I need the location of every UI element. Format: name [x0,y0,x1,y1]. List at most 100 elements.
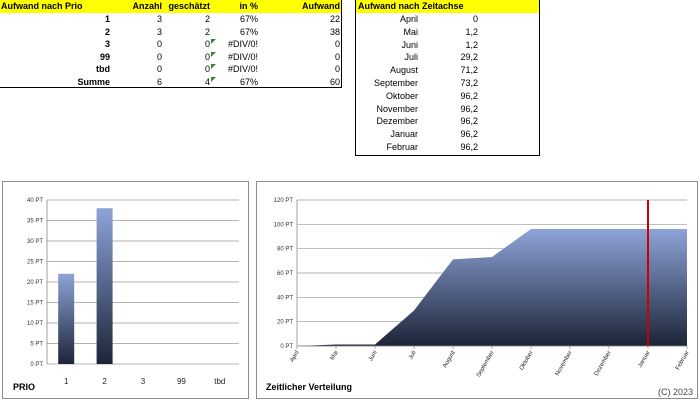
zeit-row-value: 29,2 [460,52,478,63]
prio-row-label: Summe [77,76,110,87]
zeit-row-value: 71,2 [460,65,478,76]
prio-row-geschaetzt: 2 [204,26,210,37]
prio-row-pct: #DIV/0! [227,51,258,62]
prio-table-row: Summe 6 4 67% 60 [0,76,341,89]
error-indicator-icon [211,76,216,82]
zeit-table-row: Mai 1,2 [356,26,539,39]
prio-row-anzahl: 0 [156,39,162,49]
zeit-table-row: Juli 29,2 [356,51,539,64]
x-tick-label: Juni [368,350,379,363]
error-indicator-icon [211,64,216,69]
zeit-row-month: August [389,65,418,76]
y-tick-label: 0 PT [280,344,293,350]
y-tick-label: 80 PT [277,247,293,253]
zeit-table-row: Juni 1,2 [356,39,539,52]
copyright-text: (C) 2023 [658,387,694,397]
prio-row-label: 2 [104,26,110,37]
y-tick-label: 30 PT [27,239,43,245]
zeit-row-month: Januar [390,129,418,140]
zeit-table-row: Februar 96,2 [356,141,539,154]
prio-row-aufwand: 22 [329,14,340,24]
zeit-table-row: April 0 [356,13,539,26]
prio-row-geschaetzt: 0 [204,64,210,74]
y-tick-label: 25 PT [27,260,43,266]
prio-row-label: 1 [104,14,110,24]
prio-row-pct: 67% [239,26,258,37]
bar [58,273,75,364]
prio-header-label: Aufwand nach Prio [1,1,83,11]
x-tick-label: November [555,350,574,377]
zeit-row-value: 0 [472,14,478,24]
prio-row-geschaetzt: 0 [204,39,210,49]
prio-row-pct: #DIV/0! [227,64,258,74]
y-tick-label: 40 PT [27,198,43,204]
zeit-row-month: Juni [401,39,418,50]
zeit-row-month: Oktober [385,90,418,101]
prio-row-label: 3 [104,39,110,49]
prio-table-row: 2 3 2 67% 38 [0,26,341,39]
prio-row-anzahl: 3 [156,26,162,37]
prio-row-aufwand: 0 [334,51,340,62]
prio-row-label: 99 [99,51,110,62]
error-indicator-icon [211,51,216,57]
zeit-row-month: November [376,103,418,114]
zeit-row-month: April [399,14,418,24]
zeit-table: Aufwand nach Zeitachse April 0 Mai 1,2 Juni 1… [355,0,540,156]
x-tick-label: Dezember [594,350,613,377]
x-tick-label: Januar [637,350,651,369]
prio-row-label: tbd [96,64,110,74]
zeit-row-month: September [373,78,418,88]
zeit-chart[interactable]: 0 PT 20 PT 40 PT 60 PT 80 PT 100 PT 120 PT Apri… [256,181,698,399]
zeit-table-header: Aufwand nach Zeitachse [356,0,539,13]
zeit-row-value: 73,2 [460,78,478,88]
prio-row-anzahl: 3 [156,14,162,24]
y-tick-label: 10 PT [27,321,43,327]
prio-chart[interactable]: 0 PT 5 PT 10 PT 15 PT 20 PT 25 PT 30 PT 35 PT 40… [2,181,249,399]
zeit-row-value: 96,2 [460,142,478,152]
prio-table-header: Aufwand nach Prio Anzahl geschätzt in % … [0,0,341,13]
zeit-table-row: Dezember 96,2 [356,115,539,128]
prio-row-anzahl: 0 [156,64,162,74]
x-tick-label: Februar [675,350,691,371]
zeit-chart-plot: 0 PT 20 PT 40 PT 60 PT 80 PT 100 PT 120 PT Apri… [274,198,691,378]
zeit-table-row: November 96,2 [356,103,539,116]
zeit-row-value: 1,2 [465,26,478,37]
y-tick-label: 40 PT [277,295,293,301]
prio-row-anzahl: 0 [156,51,162,62]
zeit-row-value: 96,2 [460,116,478,127]
prio-table-row: tbd 0 0 #DIV/0! 0 [0,63,341,76]
prio-header-aufwand: Aufwand [302,1,340,11]
zeit-row-month: Juli [404,52,418,63]
bar [96,208,113,364]
zeit-row-value: 96,2 [460,103,478,114]
y-tick-label: 35 PT [27,219,43,225]
zeit-table-row: Januar 96,2 [356,128,539,141]
zeit-row-month: Dezember [376,116,418,127]
y-tick-label: 120 PT [274,198,294,204]
prio-row-geschaetzt: 4 [204,76,210,87]
prio-table: Aufwand nach Prio Anzahl geschätzt in % … [0,0,342,88]
prio-table-row: 3 0 0 #DIV/0! 0 [0,38,341,51]
prio-row-anzahl: 6 [156,76,162,87]
x-tick-label: August [442,350,457,369]
error-indicator-icon [211,39,216,44]
prio-header-anzahl: Anzahl [132,1,162,11]
y-tick-label: 15 PT [27,301,43,307]
prio-row-aufwand: 0 [334,39,340,49]
prio-header-geschaetzt: geschätzt [168,1,210,11]
zeit-chart-title: Zeitlicher Verteilung [266,382,353,392]
x-tick-label: tbd [214,377,225,386]
x-tick-label: 99 [177,377,186,386]
prio-row-geschaetzt: 0 [204,51,210,62]
x-tick-label: 2 [102,377,107,386]
prio-chart-title: PRIO [13,382,36,392]
y-tick-label: 0 PT [30,362,43,368]
zeit-header-label: Aufwand nach Zeitachse [358,1,464,11]
y-tick-label: 100 PT [274,222,294,228]
zeit-table-row: September 73,2 [356,77,539,90]
zeit-row-value: 1,2 [465,39,478,50]
prio-row-pct: 67% [239,76,258,87]
x-tick-label: 1 [64,377,69,386]
x-tick-label: Oktober [519,350,535,371]
zeit-row-value: 96,2 [460,129,478,140]
